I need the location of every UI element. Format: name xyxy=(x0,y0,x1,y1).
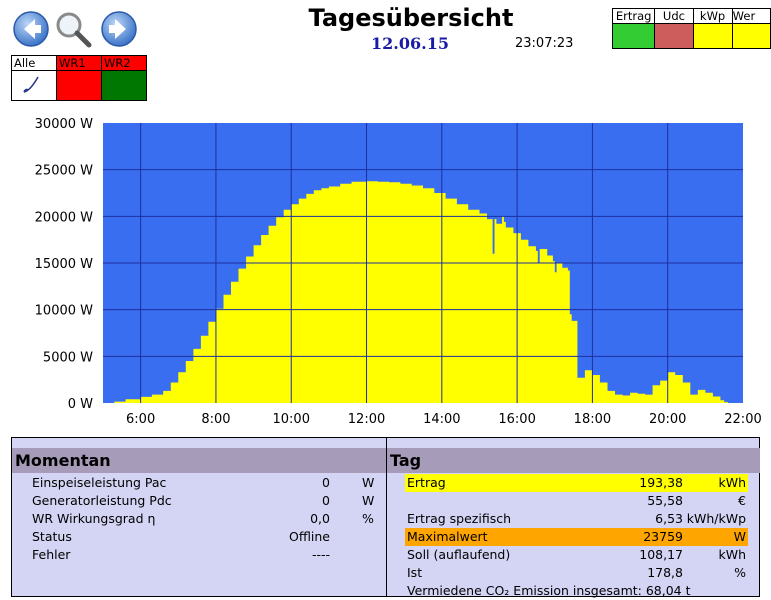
y-tick-label: 20000 W xyxy=(35,210,93,225)
tag-unit: kWh xyxy=(718,475,746,490)
data-panel: Momentan Tag Einspeiseleistung Pac 0 W Gene… xyxy=(11,437,760,600)
tag-unit: % xyxy=(734,565,746,580)
inverter-selector: Alle WR1 WR2 xyxy=(11,55,147,101)
tag-row: 55,58 € xyxy=(405,492,748,510)
momentan-label: Status xyxy=(32,529,72,544)
tag-label: Maximalwert xyxy=(407,529,488,544)
x-tick-label: 20:00 xyxy=(649,412,686,427)
momentan-value: 0 xyxy=(322,475,330,490)
forward-arrow-icon[interactable] xyxy=(100,10,138,48)
tag-row: Ist 178,8% xyxy=(405,564,748,582)
tag-label: Vermiedene CO₂ Emission insgesamt: 68,04… xyxy=(407,583,691,598)
tag-row: Soll (auflaufend) 108,17 kWh xyxy=(405,546,748,564)
momentan-value: 0 xyxy=(322,493,330,508)
momentan-value: 0,0 xyxy=(310,511,330,526)
momentan-label: Einspeiseleistung Pac xyxy=(32,475,167,490)
legend-swatch-kwp[interactable] xyxy=(692,23,733,49)
inverter-check-alle[interactable] xyxy=(11,70,57,101)
tag-unit: W xyxy=(733,529,746,544)
panel-divider xyxy=(386,438,387,596)
series-area-0 xyxy=(114,181,728,403)
x-tick-label: 18:00 xyxy=(574,412,611,427)
x-tick-label: 10:00 xyxy=(273,412,310,427)
legend-label-wer[interactable]: Wer xyxy=(731,8,771,24)
tag-value: 23759 xyxy=(643,529,683,544)
momentan-row: WR Wirkungsgrad η 0,0% xyxy=(32,510,382,528)
date-label[interactable]: 12.06.15 xyxy=(371,34,449,53)
x-tick-label: 22:00 xyxy=(724,412,761,427)
momentan-header: Momentan xyxy=(12,448,386,473)
time-label: 23:07:23 xyxy=(515,36,574,51)
momentan-label: WR Wirkungsgrad η xyxy=(32,511,156,526)
inverter-label-wr1[interactable]: WR1 xyxy=(56,55,102,71)
y-tick-label: 5000 W xyxy=(43,350,93,365)
tag-header: Tag xyxy=(387,448,760,473)
tag-unit: € xyxy=(738,493,746,508)
back-arrow-icon[interactable] xyxy=(12,10,50,48)
momentan-row: Status Offline xyxy=(32,528,382,546)
tag-value: 178,8 xyxy=(647,565,683,580)
tag-row: Ertrag spezifisch 6,53 kWh/kWp xyxy=(405,510,748,528)
tag-value: 55,58 xyxy=(647,493,683,508)
tag-unit: kWh/kWp xyxy=(686,511,746,526)
momentan-unit: W xyxy=(362,493,375,508)
x-tick-label: 12:00 xyxy=(348,412,385,427)
tag-row: Ertrag 193,38 kWh xyxy=(405,474,748,492)
tag-label: Ertrag spezifisch xyxy=(407,511,511,526)
y-tick-label: 10000 W xyxy=(35,304,93,319)
tag-unit: kWh xyxy=(718,547,746,562)
tag-value: 6,53 xyxy=(655,511,683,526)
checkmark-icon xyxy=(23,76,39,93)
tag-label: Soll (auflaufend) xyxy=(407,547,511,562)
x-tick-label: 14:00 xyxy=(423,412,460,427)
legend-label-ertrag[interactable]: Ertrag xyxy=(611,8,656,24)
momentan-label: Fehler xyxy=(32,547,71,562)
tag-value: 108,17 xyxy=(639,547,683,562)
inverter-toggle-wr2[interactable] xyxy=(101,70,147,101)
momentan-value: Offline xyxy=(288,529,330,544)
legend-label-kwp[interactable]: kWp xyxy=(692,8,733,24)
inverter-label-alle[interactable]: Alle xyxy=(11,55,57,71)
legend-label-udc[interactable]: Udc xyxy=(654,8,694,24)
x-tick-label: 16:00 xyxy=(498,412,535,427)
momentan-row: Einspeiseleistung Pac 0 W xyxy=(32,474,382,492)
legend-swatch-ertrag[interactable] xyxy=(611,23,656,49)
momentan-value: ---- xyxy=(311,547,330,562)
momentan-row: Generatorleistung Pdc 0 W xyxy=(32,492,382,510)
inverter-toggle-wr1[interactable] xyxy=(56,70,102,101)
x-tick-label: 8:00 xyxy=(201,412,230,427)
tag-label: Ertrag xyxy=(407,475,446,490)
momentan-label: Generatorleistung Pdc xyxy=(32,493,172,508)
y-tick-label: 0 W xyxy=(68,397,93,412)
tag-label: Ist xyxy=(407,565,423,580)
power-chart: 6:00 8:00 10:00 12:00 14:00 16:00 18:00 20:00 22… xyxy=(35,117,762,427)
tag-row: Maximalwert 23759 W xyxy=(405,528,748,546)
legend-swatch-udc[interactable] xyxy=(654,23,694,49)
tag-row: Vermiedene CO₂ Emission insgesamt: 68,04… xyxy=(405,582,748,600)
y-tick-label: 25000 W xyxy=(35,164,93,179)
momentan-row: Fehler ---- xyxy=(32,546,382,564)
y-tick-label: 15000 W xyxy=(35,257,93,272)
x-tick-label: 6:00 xyxy=(126,412,155,427)
tag-value: 193,38 xyxy=(639,475,683,490)
y-tick-label: 30000 W xyxy=(35,117,93,132)
legend-swatch-wer[interactable] xyxy=(731,23,771,49)
momentan-unit: % xyxy=(362,511,374,526)
momentan-unit: W xyxy=(362,475,375,490)
legend-table: Ertrag Udc kWp Wer xyxy=(611,8,771,49)
inverter-label-wr2[interactable]: WR2 xyxy=(101,55,147,71)
search-icon[interactable] xyxy=(54,10,92,48)
page-title: Tagesübersicht xyxy=(308,4,514,32)
